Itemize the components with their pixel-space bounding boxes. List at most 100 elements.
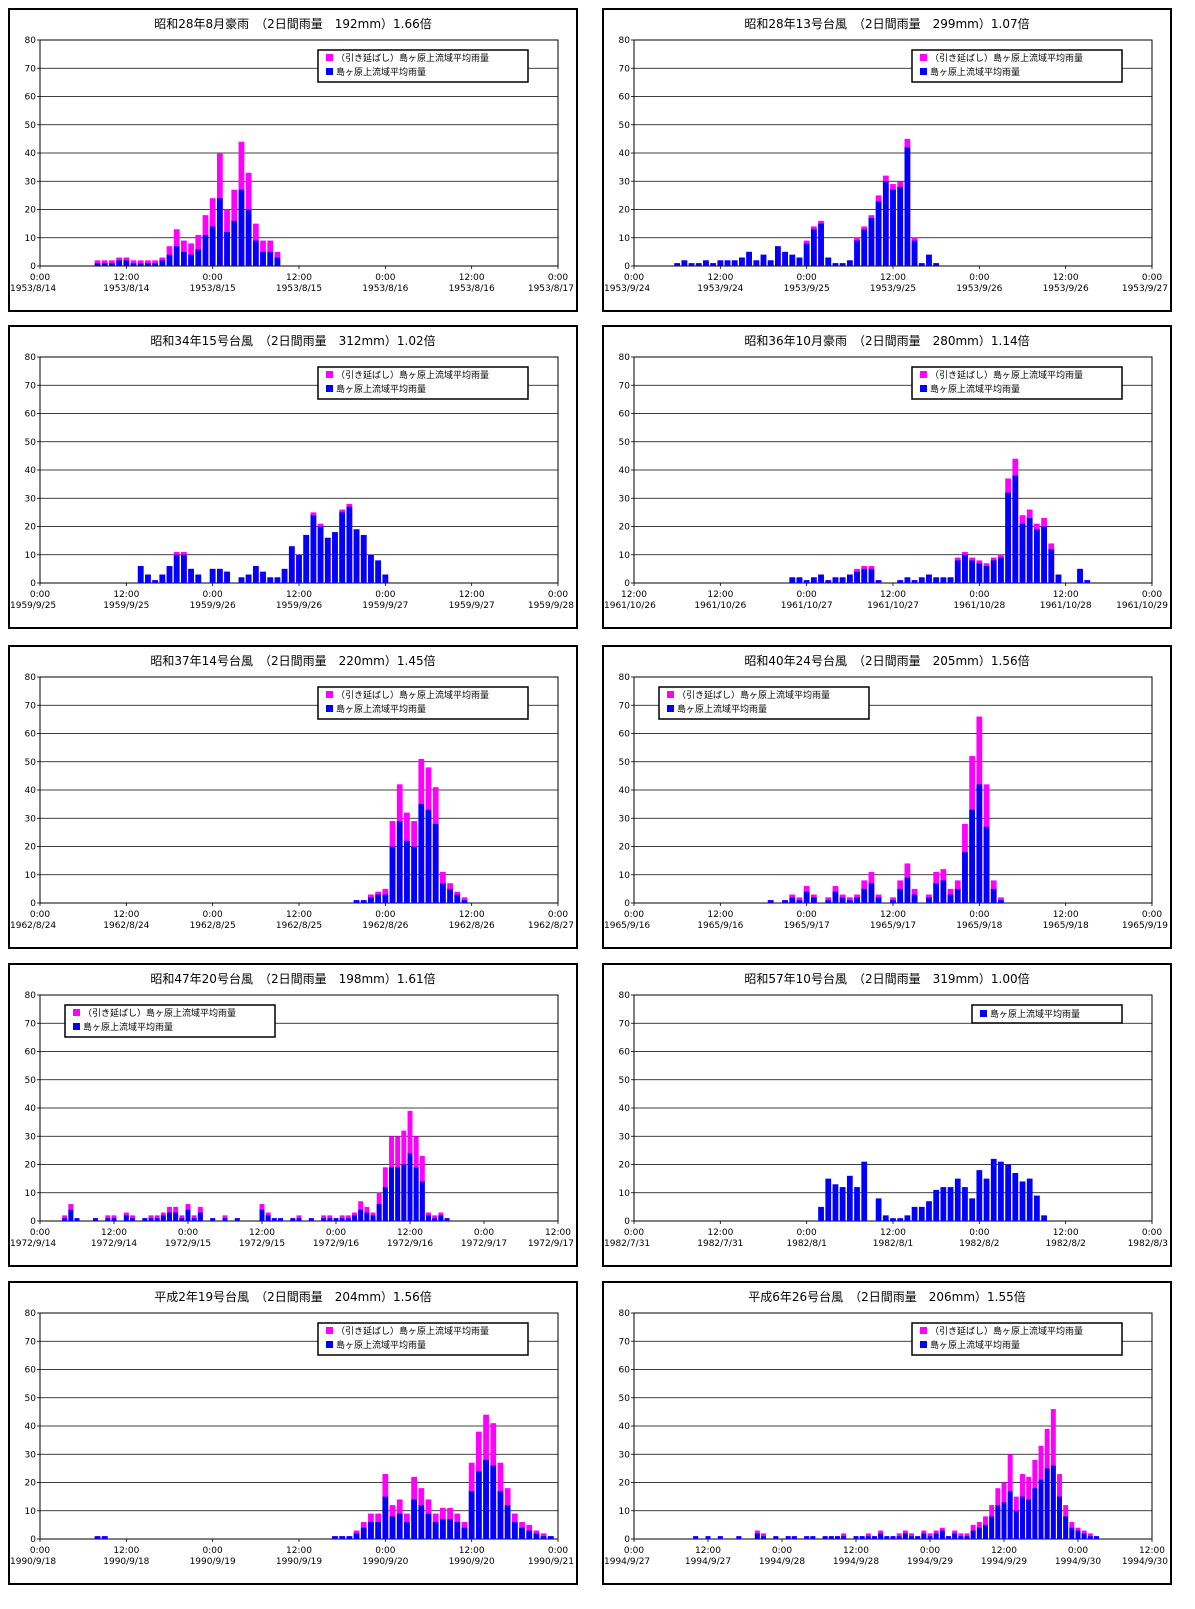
x-tick-date: 1965/9/17 bbox=[870, 921, 916, 931]
bar-original bbox=[933, 1533, 939, 1539]
bar-extended bbox=[432, 1215, 438, 1221]
x-tick-time: 12:00 bbox=[545, 1228, 571, 1238]
bar-original bbox=[990, 888, 997, 903]
bar-original bbox=[746, 251, 752, 266]
bar-original bbox=[1057, 1496, 1062, 1539]
bar-original bbox=[252, 240, 259, 266]
bar-original bbox=[432, 1522, 439, 1539]
bar-original bbox=[976, 1170, 983, 1221]
y-tick-label: 30 bbox=[619, 177, 631, 187]
y-tick-label: 20 bbox=[25, 206, 37, 216]
y-tick-label: 10 bbox=[619, 234, 631, 244]
bar-original bbox=[353, 1533, 360, 1539]
bar-original bbox=[159, 574, 166, 583]
x-tick-date: 1953/9/24 bbox=[604, 284, 650, 294]
bar-original bbox=[947, 1187, 954, 1221]
x-tick-time: 12:00 bbox=[286, 910, 312, 920]
x-tick-time: 0:00 bbox=[624, 1546, 644, 1556]
y-tick-label: 10 bbox=[25, 1507, 37, 1517]
bar-original bbox=[868, 217, 875, 266]
bar-original bbox=[990, 560, 997, 583]
bar-original bbox=[832, 577, 839, 583]
bar-extended bbox=[145, 260, 151, 266]
bar-original bbox=[854, 897, 860, 903]
y-tick-label: 30 bbox=[619, 814, 631, 824]
legend-swatch-extended bbox=[326, 1327, 333, 1334]
bar-original bbox=[904, 147, 911, 266]
bar-original bbox=[969, 1198, 976, 1221]
bar-original bbox=[1055, 574, 1062, 583]
bar-original bbox=[970, 1530, 976, 1539]
bar-original bbox=[375, 1522, 382, 1539]
bar-extended bbox=[94, 260, 101, 266]
bar-original bbox=[875, 897, 882, 903]
bar-original bbox=[195, 574, 202, 583]
chart-svg: 昭和36年10月豪雨 （2日間雨量 280mm）1.14倍 0 10 20 30 40 50… bbox=[604, 333, 1168, 611]
legend-label-original: 島ヶ原上流域平均雨量 bbox=[336, 66, 426, 78]
bar-original bbox=[693, 1536, 699, 1539]
legend-swatch-original bbox=[326, 68, 333, 75]
bar-original bbox=[846, 574, 853, 583]
x-tick-time: 0:00 bbox=[30, 1228, 50, 1238]
legend-swatch-extended bbox=[73, 1009, 80, 1016]
x-tick-time: 0:00 bbox=[969, 910, 989, 920]
legend-swatch-original bbox=[920, 385, 927, 392]
chart-title: 昭和28年13号台風 （2日間雨量 299mm）1.07倍 bbox=[744, 16, 1029, 31]
bar-original bbox=[426, 1215, 431, 1221]
bar-original bbox=[897, 888, 904, 903]
chart-svg: 昭和40年24号台風 （2日間雨量 205mm）1.56倍 0 10 20 30 40 50… bbox=[604, 653, 1168, 931]
legend-frame bbox=[317, 1322, 529, 1356]
legend-label-original: 島ヶ原上流域平均雨量 bbox=[336, 703, 426, 715]
y-tick-label: 10 bbox=[619, 1507, 631, 1517]
y-tick-label: 10 bbox=[619, 1189, 631, 1199]
bar-original bbox=[419, 1181, 425, 1221]
bar-original bbox=[130, 263, 137, 266]
bar-original bbox=[904, 1215, 911, 1221]
bar-original bbox=[825, 900, 832, 903]
y-tick-label: 30 bbox=[25, 177, 37, 187]
bar-original bbox=[739, 257, 745, 266]
y-tick-label: 60 bbox=[619, 730, 631, 740]
bar-original bbox=[875, 1198, 882, 1221]
bar-extended bbox=[540, 1533, 547, 1539]
bar-original bbox=[173, 554, 180, 583]
bar-original bbox=[1041, 1215, 1047, 1221]
y-tick-label: 80 bbox=[25, 673, 37, 683]
bar-original bbox=[998, 1161, 1004, 1221]
bar-original bbox=[958, 1536, 964, 1539]
x-tick-time: 12:00 bbox=[113, 273, 139, 283]
bar-original bbox=[872, 1536, 877, 1539]
legend-frame bbox=[317, 686, 529, 720]
x-tick-date: 1961/10/26 bbox=[604, 601, 656, 611]
x-tick-time: 12:00 bbox=[707, 1228, 733, 1238]
chart-title: 昭和36年10月豪雨 （2日間雨量 280mm）1.14倍 bbox=[744, 333, 1029, 348]
bar-original bbox=[62, 1218, 68, 1221]
x-tick-date: 1961/10/26 bbox=[694, 601, 746, 611]
y-tick-label: 80 bbox=[619, 353, 631, 363]
bar-original bbox=[461, 900, 468, 903]
legend-label-original: 島ヶ原上流域平均雨量 bbox=[83, 1021, 173, 1033]
bar-original bbox=[773, 1536, 779, 1539]
bar-extended bbox=[896, 1533, 902, 1539]
bar-original bbox=[352, 1215, 357, 1221]
legend-frame bbox=[911, 366, 1123, 400]
x-tick-date: 1972/9/15 bbox=[165, 1239, 211, 1249]
bar-extended bbox=[154, 1215, 160, 1221]
bar-original bbox=[818, 223, 824, 266]
bar-original bbox=[911, 580, 918, 583]
y-tick-label: 0 bbox=[30, 1535, 36, 1545]
bar-original bbox=[547, 1536, 554, 1539]
x-tick-date: 1962/8/24 bbox=[103, 921, 149, 931]
bar-original bbox=[159, 260, 166, 266]
bar-original bbox=[933, 883, 940, 903]
bar-original bbox=[983, 566, 990, 583]
bar-original bbox=[1075, 1530, 1081, 1539]
bar-original bbox=[202, 234, 209, 266]
bar-original bbox=[890, 1218, 896, 1221]
bar-original bbox=[810, 897, 817, 903]
bar-extended bbox=[179, 1215, 185, 1221]
bar-extended bbox=[964, 1533, 970, 1539]
bar-original bbox=[767, 900, 774, 903]
